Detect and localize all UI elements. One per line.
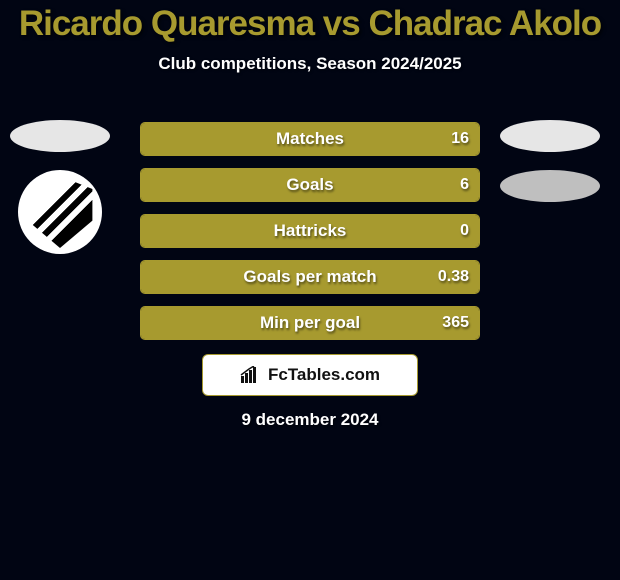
stat-bar-value: 16 — [451, 130, 469, 148]
stat-bar: Matches 16 — [140, 122, 480, 156]
stat-bar-label: Goals per match — [243, 267, 376, 287]
stat-bar-value: 6 — [460, 176, 469, 194]
source-logo-text: FcTables.com — [268, 365, 380, 385]
stat-bar: Hattricks 0 — [140, 214, 480, 248]
stat-bars-container: Matches 16 Goals 6 Hattricks 0 Goals per… — [140, 122, 480, 352]
stat-bar: Min per goal 365 — [140, 306, 480, 340]
stat-bar-value: 365 — [442, 314, 469, 332]
stat-bar-label: Hattricks — [274, 221, 347, 241]
left-player-flag-ellipse — [10, 120, 110, 152]
stat-bar: Goals per match 0.38 — [140, 260, 480, 294]
stat-bar-value: 0.38 — [438, 268, 469, 286]
source-logo-box: FcTables.com — [202, 354, 418, 396]
stat-bar-label: Matches — [276, 129, 344, 149]
left-player-club-crest — [18, 170, 102, 254]
date-text: 9 december 2024 — [241, 410, 378, 430]
right-player-flag-ellipse-2 — [500, 170, 600, 202]
bar-chart-icon — [240, 366, 262, 384]
crest-graphic — [24, 176, 96, 248]
page-subtitle: Club competitions, Season 2024/2025 — [0, 54, 620, 74]
stat-bar-label: Goals — [286, 175, 333, 195]
stat-bar-label: Min per goal — [260, 313, 360, 333]
left-player-column — [10, 120, 110, 254]
right-player-column — [500, 120, 600, 220]
stat-bar: Goals 6 — [140, 168, 480, 202]
page-title: Ricardo Quaresma vs Chadrac Akolo — [0, 0, 620, 44]
right-player-flag-ellipse-1 — [500, 120, 600, 152]
stat-bar-value: 0 — [460, 222, 469, 240]
